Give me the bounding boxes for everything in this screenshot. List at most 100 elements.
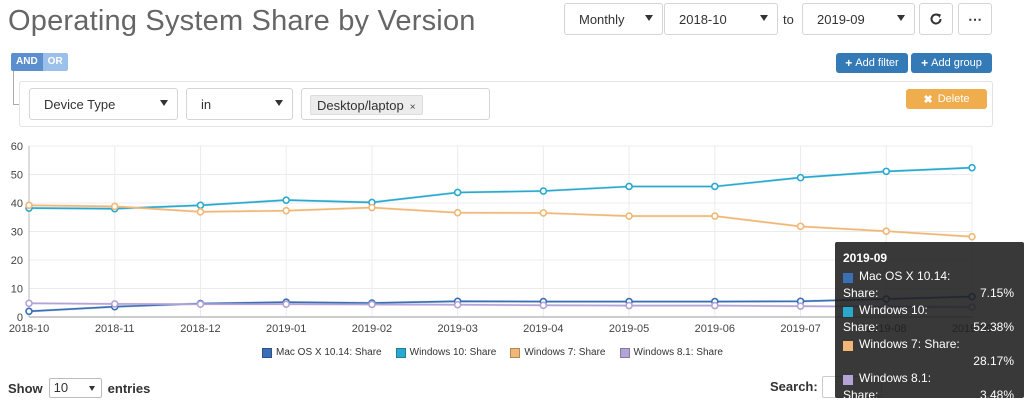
x-tick-label: 2019-04 <box>523 323 563 335</box>
page-length-select[interactable]: 10 <box>48 378 102 398</box>
from-date-select[interactable]: 2018-10 <box>664 3 778 35</box>
data-point <box>368 203 376 212</box>
filter-field-select[interactable]: Device Type <box>29 88 178 120</box>
more-options-button[interactable]: ⋯ <box>958 3 992 35</box>
data-point <box>196 300 205 308</box>
filter-connector <box>13 71 23 105</box>
data-point <box>453 300 462 309</box>
add-filter-button[interactable]: + Add filter <box>836 53 908 73</box>
tooltip-row: Windows 7: Share: 28.17% <box>843 337 1016 371</box>
tooltip-value: 52.38% <box>973 320 1014 334</box>
tooltip-row: Windows 10: Share: 52.38% <box>843 303 1016 337</box>
data-point <box>110 300 119 308</box>
data-point <box>968 163 976 172</box>
page-length-control: Show 10 entries <box>8 378 150 398</box>
from-date-value: 2018-10 <box>679 11 727 27</box>
x-tick-label: 2019-06 <box>695 323 735 335</box>
legend-label: Windows 7: Share <box>524 347 606 358</box>
series-line <box>28 166 973 210</box>
close-icon: ✖ <box>923 93 933 106</box>
data-point <box>625 182 633 191</box>
plus-circle-icon: + <box>921 56 929 70</box>
refresh-icon <box>930 13 942 25</box>
y-tick-label: 0 <box>17 312 23 324</box>
tooltip-series-name: Windows 7: Share: <box>859 337 960 351</box>
data-point <box>539 209 548 217</box>
data-point <box>453 188 462 197</box>
page-length-value: 10 <box>53 380 69 395</box>
chevron-down-icon <box>88 386 95 391</box>
tooltip-series-name: Mac OS X 10.14: <box>859 269 951 283</box>
data-point <box>539 187 548 195</box>
delete-filter-button[interactable]: ✖ Delete <box>906 89 987 109</box>
x-tick-label: 2018-11 <box>95 323 135 335</box>
data-point <box>25 201 33 210</box>
ellipsis-icon: ⋯ <box>968 10 982 27</box>
data-point <box>368 300 376 309</box>
tooltip-series-name: Windows 8.1: <box>859 371 932 385</box>
chevron-down-icon <box>897 15 905 21</box>
x-tick-label: 2019-03 <box>437 323 477 335</box>
data-point <box>711 212 719 220</box>
legend-label: Mac OS X 10.14: Share <box>276 347 382 358</box>
period-select[interactable]: Monthly <box>564 3 663 35</box>
line-chart: 0 10 20 30 40 50 60 2018-10 2018-11 2018-12 2019-0… <box>9 141 992 335</box>
tooltip-label: Share: <box>843 320 879 334</box>
filter-value-tag-label: Desktop/laptop <box>317 98 404 113</box>
refresh-button[interactable] <box>919 3 953 35</box>
data-point <box>196 208 205 216</box>
data-point <box>25 299 33 308</box>
data-point <box>796 222 805 231</box>
tooltip-row: Mac OS X 10.14: Share: 7.15% <box>843 269 1016 303</box>
filter-rule <box>19 81 993 127</box>
y-tick-label: 20 <box>11 255 23 267</box>
data-point <box>282 206 290 215</box>
data-point <box>625 212 633 220</box>
data-point <box>110 202 119 211</box>
or-button[interactable]: OR <box>42 53 68 71</box>
legend-swatch <box>395 347 406 358</box>
to-label: to <box>783 12 794 27</box>
entries-label: entries <box>107 380 151 396</box>
data-point <box>625 301 633 310</box>
chevron-down-icon <box>160 100 168 106</box>
legend-label: Windows 8.1: Share <box>633 347 724 358</box>
data-point <box>711 182 719 191</box>
and-button[interactable]: AND <box>11 53 43 71</box>
tooltip-series-name: Windows 10: <box>859 303 928 317</box>
x-tick-label: 2018-12 <box>180 323 220 335</box>
show-label: Show <box>8 380 43 396</box>
chevron-down-icon <box>645 15 653 21</box>
search-label: Search: <box>770 379 818 394</box>
tooltip-label: Share: <box>843 286 879 300</box>
legend-swatch <box>510 347 521 358</box>
legend-label: Windows 10: Share <box>409 347 497 358</box>
legend-item[interactable]: Mac OS X 10.14: Share <box>262 347 382 358</box>
data-point <box>196 201 205 210</box>
data-point <box>539 301 548 310</box>
data-point <box>796 302 805 310</box>
legend-item[interactable]: Windows 7: Share <box>510 347 606 358</box>
tooltip-value: 7.15% <box>979 286 1014 300</box>
filter-operator-select[interactable]: in <box>186 88 293 120</box>
filter-value-input[interactable]: Desktop/laptop × <box>301 88 490 120</box>
data-point <box>711 301 719 310</box>
y-tick-label: 10 <box>11 284 23 296</box>
tooltip-label: Share: <box>843 388 879 402</box>
legend-item[interactable]: Windows 8.1: Share <box>619 347 724 358</box>
tooltip-swatch <box>843 307 853 317</box>
to-date-select[interactable]: 2019-09 <box>802 3 915 35</box>
data-point <box>282 196 290 204</box>
add-group-button[interactable]: + Add group <box>911 53 992 73</box>
x-tick-label: 2019-01 <box>266 323 306 335</box>
x-tick-label: 2019-05 <box>609 323 649 335</box>
remove-tag-icon[interactable]: × <box>409 102 416 113</box>
to-date-value: 2019-09 <box>817 11 865 27</box>
legend-item[interactable]: Windows 10: Share <box>395 347 497 358</box>
tooltip-swatch <box>843 273 853 283</box>
series-line <box>28 302 973 308</box>
filter-field-value: Device Type <box>44 96 116 112</box>
x-tick-label: 2018-10 <box>9 323 49 335</box>
data-point <box>882 167 891 176</box>
legend-swatch <box>262 347 272 358</box>
